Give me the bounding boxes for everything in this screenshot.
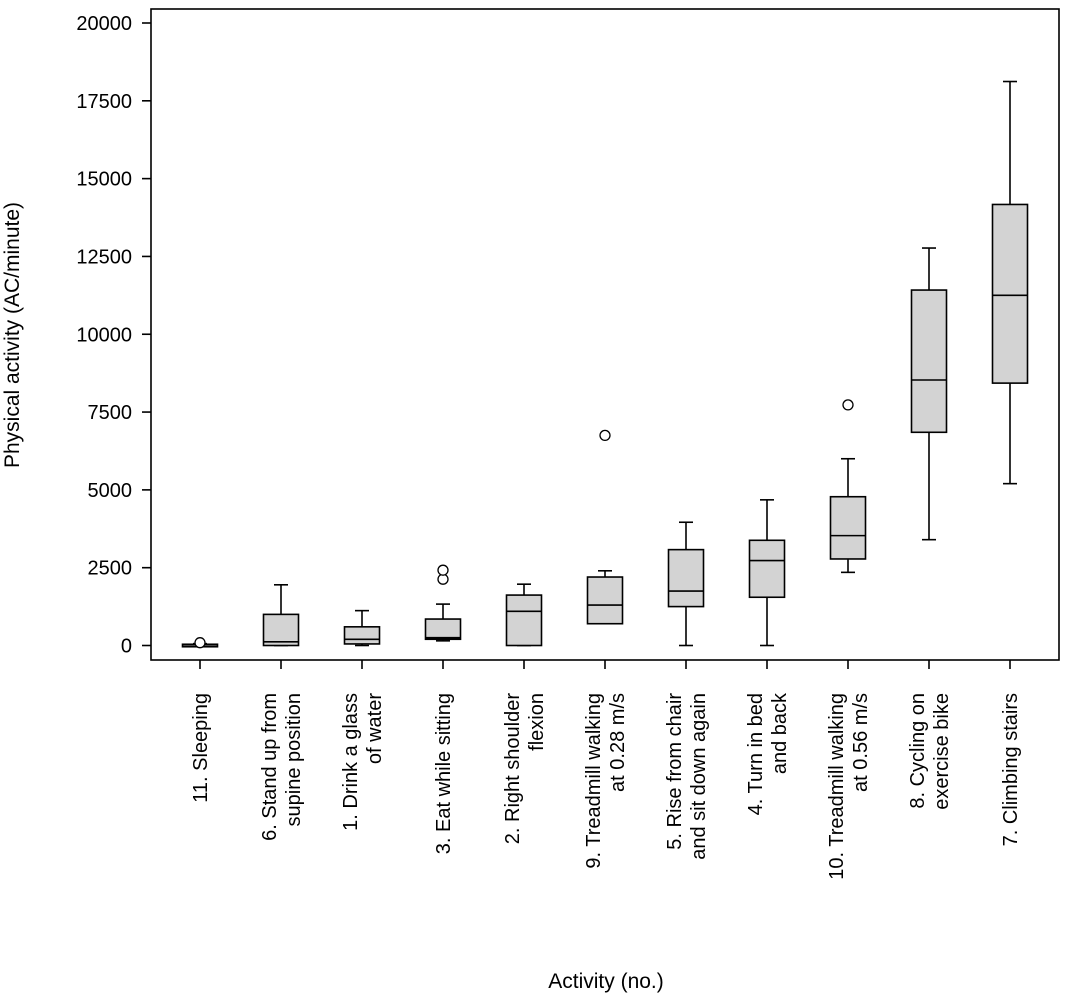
- x-axis: 11. Sleeping 6. Stand up from supine posit…: [190, 660, 1022, 880]
- box: [991, 203, 1029, 384]
- box-group: [586, 429, 624, 625]
- box-group: [262, 584, 300, 647]
- x-tick-label-line: of water: [364, 693, 386, 764]
- y-tick-label: 5000: [88, 480, 133, 502]
- x-tick-label-line: 6. Stand up from: [259, 693, 281, 841]
- box: [667, 548, 705, 608]
- box: [262, 613, 300, 647]
- x-tick-label-line: 10. Treadmill walking: [826, 693, 848, 880]
- x-tick-label-line: and back: [769, 692, 791, 774]
- x-tick-label: 6. Stand up from supine position: [259, 693, 305, 841]
- box: [748, 539, 786, 599]
- boxes-layer: [181, 80, 1029, 649]
- x-tick-label-line: 7. Climbing stairs: [1000, 693, 1022, 846]
- y-tick-label: 20000: [76, 13, 132, 35]
- outlier-point: [194, 637, 206, 649]
- x-tick-label-line: at 0.28 m/s: [607, 693, 629, 792]
- box: [910, 289, 948, 434]
- x-tick-label: 2. Right shoulder flexion: [502, 693, 548, 845]
- box: [424, 618, 462, 641]
- x-tick-label-line: 11. Sleeping: [190, 693, 212, 803]
- box-group: [829, 399, 867, 574]
- y-tick-label: 7500: [88, 402, 133, 424]
- box-group: [505, 583, 543, 647]
- box-group: [991, 80, 1029, 485]
- outlier-point: [599, 429, 611, 442]
- x-tick-label-line: 4. Turn in bed: [745, 693, 767, 815]
- x-tick-label: 9. Treadmill walking at 0.28 m/s: [583, 693, 629, 869]
- box-group: [667, 521, 705, 647]
- x-tick-label-line: 1. Drink a glass: [340, 693, 362, 831]
- y-tick-label: 17500: [76, 91, 132, 113]
- y-tick-label: 12500: [76, 246, 132, 268]
- x-tick-label: 8. Cycling on exercise bike: [907, 693, 953, 810]
- x-tick-label: 1. Drink a glass of water: [340, 693, 386, 831]
- box: [586, 576, 624, 625]
- y-axis: 0 2500 5000 7500 10000 12500 15000 17500 20000: [76, 13, 151, 658]
- box: [343, 626, 381, 645]
- box: [505, 594, 543, 647]
- y-axis-title: Physical activity (AC/minute): [1, 202, 24, 468]
- x-tick-label: 3. Eat while sitting: [433, 693, 455, 854]
- outlier-point: [437, 564, 449, 576]
- x-tick-label-line: 5. Rise from chair: [664, 693, 686, 850]
- x-tick-label: 7. Climbing stairs: [1000, 693, 1022, 846]
- outlier-point: [842, 399, 854, 411]
- y-tick-label: 2500: [88, 558, 133, 580]
- x-tick-label: 10. Treadmill walking at 0.56 m/s: [826, 693, 872, 880]
- x-tick-label-line: and sit down again: [688, 693, 710, 860]
- x-tick-label-line: exercise bike: [931, 693, 953, 810]
- x-tick-label: 5. Rise from chair and sit down again: [664, 693, 710, 860]
- box-group: [424, 564, 462, 642]
- y-tick-label: 15000: [76, 169, 132, 191]
- box-group: [181, 637, 219, 649]
- x-tick-label: 11. Sleeping: [190, 693, 212, 803]
- x-axis-title: Activity (no.): [548, 970, 664, 993]
- x-tick-label-line: 9. Treadmill walking: [583, 693, 605, 869]
- box: [829, 495, 867, 560]
- x-tick-label: 4. Turn in bed and back: [745, 692, 791, 815]
- x-tick-label-line: flexion: [526, 693, 548, 751]
- y-tick-label: 10000: [76, 324, 132, 346]
- x-tick-label-line: 2. Right shoulder: [502, 693, 524, 845]
- x-tick-label-line: 3. Eat while sitting: [433, 693, 455, 854]
- x-tick-label-line: supine position: [283, 693, 305, 826]
- box-group: [748, 499, 786, 647]
- y-tick-label: 0: [121, 636, 132, 658]
- x-tick-label-line: at 0.56 m/s: [850, 693, 872, 792]
- box-group: [343, 609, 381, 647]
- box-group: [910, 247, 948, 541]
- x-tick-label-line: 8. Cycling on: [907, 693, 929, 809]
